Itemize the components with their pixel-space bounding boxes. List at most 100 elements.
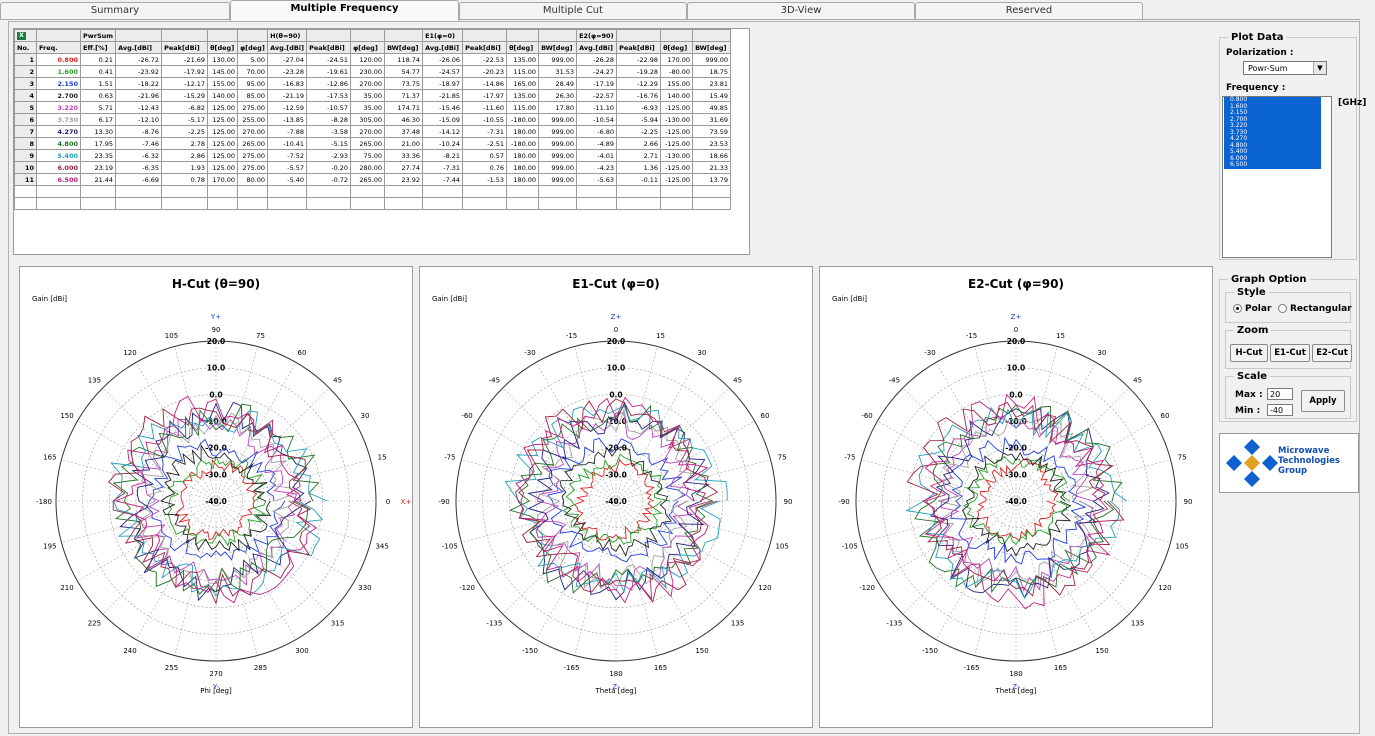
frequency-cell: 2.700 xyxy=(36,89,81,102)
table-row[interactable]: 5 3.220 5.71 -12.43 -6.82 125.00 275.00 -12.59-… xyxy=(14,101,732,114)
zoom-e2-cut-button[interactable]: E2-Cut xyxy=(1312,344,1352,362)
table-row[interactable]: 7 4.270 13.30 -8.76 -2.25 125.00 270.00 -7.88 -3… xyxy=(14,125,732,138)
table-cell: 230.00 xyxy=(350,65,386,78)
chevron-down-icon[interactable]: ▼ xyxy=(1313,62,1326,74)
angle-label: 255 xyxy=(165,664,178,672)
tab-reserved[interactable]: Reserved xyxy=(915,2,1143,19)
angle-label: 105 xyxy=(1175,543,1188,551)
column-header: Peak[dBi] xyxy=(462,41,508,54)
table-cell: -80.00 xyxy=(660,65,694,78)
table-cell: 125.00 xyxy=(207,113,239,126)
plot-data-group: Plot Data xyxy=(1219,32,1357,260)
frequency-list-item[interactable]: 3.730 xyxy=(1224,129,1321,136)
frequency-list-item[interactable]: 2.150 xyxy=(1224,109,1321,117)
table-cell: 15.49 xyxy=(692,89,732,102)
table-cell: 95.00 xyxy=(237,77,269,90)
frequency-list-item[interactable]: 3.220 xyxy=(1224,122,1321,130)
table-cell: 135.00 xyxy=(506,89,540,102)
table-cell: -8.76 xyxy=(115,125,163,138)
table-cell: 255.00 xyxy=(237,113,269,126)
table-cell: -10.41 xyxy=(267,137,308,150)
angle-label: -120 xyxy=(859,584,875,592)
tab-summary[interactable]: Summary xyxy=(0,2,230,19)
angle-label: -15 xyxy=(566,332,577,340)
polar-plot-e1-cut[interactable]: 0 15 30 45 60 75 90 105 120 135 150 165 180 -165 -150 -… xyxy=(420,267,812,727)
table-cell: 135.00 xyxy=(506,53,540,66)
column-header: θ[deg] xyxy=(660,41,694,54)
frequency-listbox[interactable]: 0.800 1.600 2.150 2.700 3.220 3.730 4.270 4.800… xyxy=(1222,96,1332,258)
top-axis-marker: Z+ xyxy=(611,313,622,321)
tab-multiple-frequency[interactable]: Multiple Frequency xyxy=(230,0,459,21)
table-cell: 18.66 xyxy=(692,149,732,162)
table-row[interactable]: 6 3.730 6.17 -12.10 -5.17 125.00 255.00 -13.85-… xyxy=(14,113,732,126)
table-row[interactable]: 1 0.800 0.21 -26.72 -21.69 130.00 5.00 -27.04 -2… xyxy=(14,53,732,66)
angle-label: 165 xyxy=(1054,664,1067,672)
table-row[interactable]: 8 4.800 17.95 -7.46 2.78 125.00 265.00 -10.41 -5… xyxy=(14,137,732,150)
polar-plot-e2-cut[interactable]: 0 15 30 45 60 75 90 105 120 135 150 165 180 -165 -150 -… xyxy=(820,267,1212,727)
table-cell: 275.00 xyxy=(237,101,269,114)
table-row[interactable]: 10 6.000 23.19 -6.35 1.93 125.00 275.00 -5.57 -0… xyxy=(14,161,732,174)
zoom-e1-cut-button[interactable]: E1-Cut xyxy=(1270,344,1310,362)
scale-min-input[interactable]: -40 xyxy=(1267,404,1293,416)
angle-label: -105 xyxy=(442,543,458,551)
table-cell: 31.69 xyxy=(692,113,732,126)
tab-multiple-cut[interactable]: Multiple Cut xyxy=(459,2,687,19)
angle-label: -60 xyxy=(861,412,872,420)
scale-max-input[interactable]: 20 xyxy=(1267,388,1293,400)
angle-label: 15 xyxy=(656,332,665,340)
frequency-list-item[interactable]: 0.800 xyxy=(1224,96,1321,104)
table-row[interactable]: 4 2.700 0.63 -21.96 -15.29 140.00 85.00 -21.19-… xyxy=(14,89,732,102)
radio-selected-icon[interactable] xyxy=(1233,304,1242,313)
pattern-trace xyxy=(114,395,318,604)
table-row[interactable]: 11 6.500 21.44 -6.69 0.78 170.00 80.00 -5.40 -0.… xyxy=(14,173,732,186)
table-row[interactable]: 3 2.150 1.51 -18.22 -12.17 155.00 95.00 -16.83-… xyxy=(14,77,732,90)
zoom-h-cut-button[interactable]: H-Cut xyxy=(1230,344,1268,362)
frequency-list-item[interactable]: 5.400 xyxy=(1224,148,1321,156)
table-cell: 0.63 xyxy=(79,89,117,102)
style-polar-radio[interactable]: Polar xyxy=(1233,304,1271,314)
table-cell: -3.58 xyxy=(306,125,352,138)
grid-spoke xyxy=(1015,362,1097,502)
pattern-trace xyxy=(166,454,267,547)
table-cell: 140.00 xyxy=(660,89,694,102)
radial-label: -30.0 xyxy=(1005,470,1027,479)
frequency-list-item[interactable]: 1.600 xyxy=(1224,103,1321,110)
angle-label: -75 xyxy=(444,453,455,461)
table-cell: -10.54 xyxy=(576,113,618,126)
table-row[interactable]: 9 5.400 23.35 -6.32 2.86 125.00 275.00 -7.52 -2.… xyxy=(14,149,732,162)
angle-label: -150 xyxy=(922,647,938,655)
frequency-list-item[interactable]: 4.270 xyxy=(1224,135,1321,143)
frequency-list-item[interactable]: 6.000 xyxy=(1224,155,1321,162)
table-cell: -7.31 xyxy=(422,161,464,174)
table-cell: -125.00 xyxy=(660,125,694,138)
style-rectangular-radio[interactable]: Rectangular xyxy=(1278,304,1352,314)
table-row[interactable]: 2 1.600 0.41 -23.92 -17.92 145.00 70.00 -23.28-… xyxy=(14,65,732,78)
frequency-cell: 6.000 xyxy=(36,161,81,174)
polar-plot-h-cut[interactable]: 9075604530150345330315300285270255240225… xyxy=(20,267,412,727)
table-cell: -26.28 xyxy=(576,53,618,66)
table-cell: -14.86 xyxy=(462,77,508,90)
bottom-axis-marker: Z- xyxy=(612,683,620,691)
apply-button[interactable]: Apply xyxy=(1301,390,1345,412)
polarization-select[interactable]: Powr-Sum ▼ xyxy=(1243,61,1327,75)
table-cell: 155.00 xyxy=(207,77,239,90)
frequency-unit: [GHz] xyxy=(1338,98,1367,108)
table-cell: -180.00 xyxy=(506,137,540,150)
table-cell: 999.00 xyxy=(692,53,732,66)
column-header: Avg.[dBi] xyxy=(267,41,308,54)
table-cell: 54.77 xyxy=(384,65,424,78)
excel-icon[interactable]: X xyxy=(17,32,26,40)
table-cell: 73.75 xyxy=(384,77,424,90)
tab-3d-view[interactable]: 3D-View xyxy=(687,2,915,19)
frequency-list-item[interactable]: 6.500 xyxy=(1224,161,1321,169)
grid-spoke xyxy=(77,500,217,582)
frequency-list-item[interactable]: 2.700 xyxy=(1224,116,1321,123)
frequency-list-item[interactable]: 4.800 xyxy=(1224,142,1321,149)
table-cell: 2.78 xyxy=(161,137,209,150)
bottom-axis-marker: Z- xyxy=(1012,683,1020,691)
table-cell: -4.23 xyxy=(576,161,618,174)
radio-unselected-icon[interactable] xyxy=(1278,304,1287,313)
table-cell: -6.35 xyxy=(115,161,163,174)
grid-spoke xyxy=(1015,500,1130,615)
export-excel-cell[interactable]: X xyxy=(14,29,37,42)
